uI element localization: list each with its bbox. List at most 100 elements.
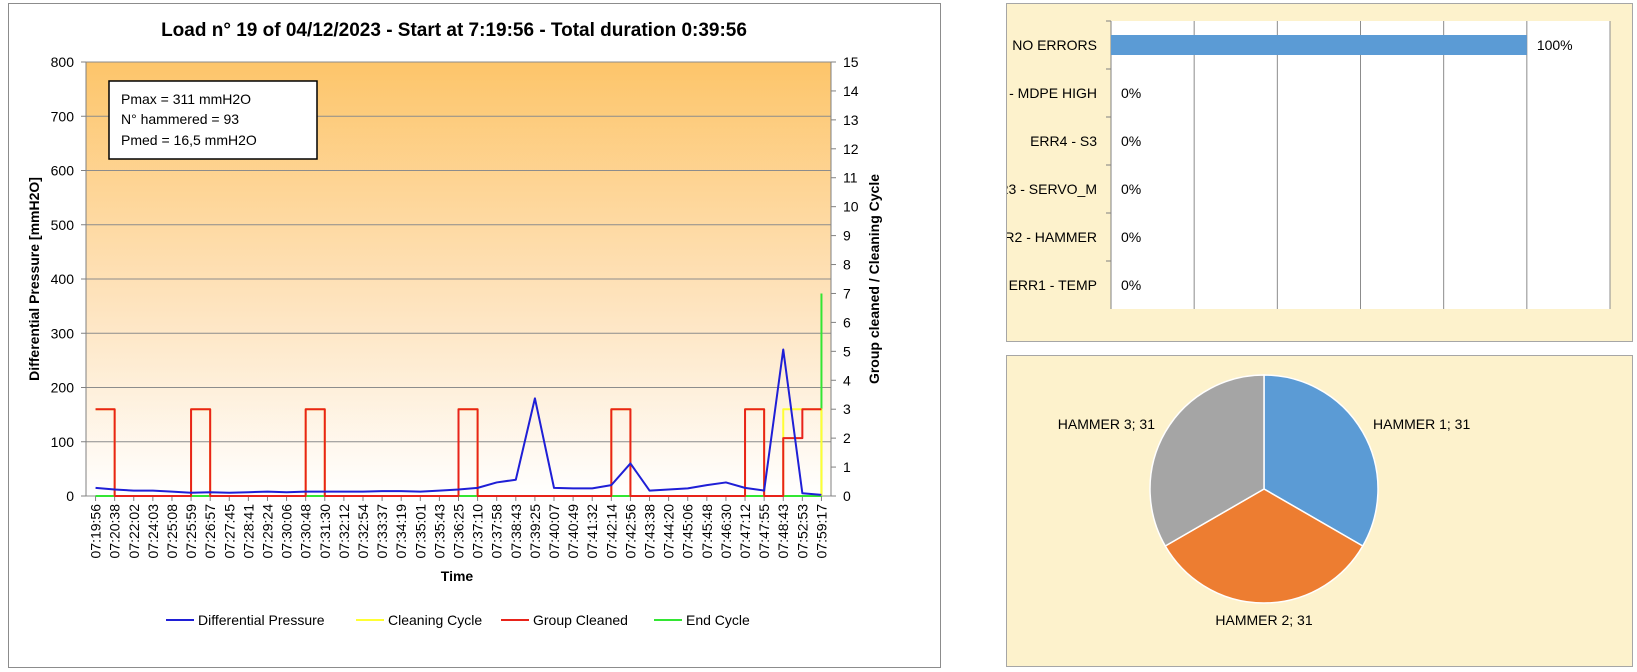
- x-tick-label: 07:43:38: [642, 504, 658, 559]
- errors-category-label: ERR4 - S3: [1030, 133, 1097, 149]
- x-tick-label: 07:25:59: [183, 504, 199, 559]
- x-tick-label: 07:42:56: [622, 504, 638, 559]
- y2-tick-label: 8: [843, 257, 851, 273]
- x-tick-label: 07:40:49: [565, 504, 581, 559]
- x-tick-label: 07:30:48: [298, 504, 314, 559]
- x-tick-label: 07:42:14: [603, 504, 619, 559]
- y-tick-label: 0: [66, 488, 74, 504]
- y2-tick-label: 0: [843, 488, 851, 504]
- pressure-chart: Load n° 19 of 04/12/2023 - Start at 7:19…: [26, 20, 882, 628]
- x-tick-label: 07:19:56: [88, 504, 104, 559]
- x-tick-label: 07:39:25: [527, 504, 543, 559]
- x-tick-label: 07:25:08: [164, 504, 180, 559]
- legend-label: End Cycle: [686, 612, 750, 628]
- errors-category-label: ERR 5 - MDPE HIGH: [1007, 85, 1097, 101]
- x-tick-label: 07:30:06: [279, 504, 295, 559]
- y2-tick-label: 15: [843, 54, 859, 70]
- y2-tick-label: 7: [843, 285, 851, 301]
- chart-title: Load n° 19 of 04/12/2023 - Start at 7:19…: [161, 20, 747, 41]
- y2-tick-label: 5: [843, 343, 851, 359]
- y-axis-label: Differential Pressure [mmH2O]: [26, 177, 42, 381]
- y2-tick-label: 1: [843, 459, 851, 475]
- x-axis: 07:19:56 07:20:38 07:22:02 07:24:03 07:25:08…: [88, 496, 829, 559]
- info-hammered: N° hammered = 93: [121, 111, 239, 127]
- pressure-chart-panel: Load n° 19 of 04/12/2023 - Start at 7:19…: [8, 3, 941, 668]
- y-tick-label: 100: [51, 434, 75, 450]
- x-tick-label: 07:20:38: [107, 504, 123, 559]
- x-tick-label: 07:36:25: [451, 504, 467, 559]
- legend-label: Group Cleaned: [533, 612, 628, 628]
- x-tick-label: 07:47:55: [756, 504, 772, 559]
- errors-value-label: 0%: [1121, 181, 1141, 197]
- x-tick-label: 07:32:12: [336, 504, 352, 559]
- y2-tick-label: 3: [843, 401, 851, 417]
- x-tick-label: 07:44:20: [661, 504, 677, 559]
- y2-tick-label: 4: [843, 372, 851, 388]
- x-tick-label: 07:35:43: [431, 504, 447, 559]
- series-line-differential-pressure: [95, 348, 822, 496]
- series-line-group-cleaned: [95, 408, 822, 497]
- errors-bar-chart: NO ERRORS 100% ERR 5 - MDPE HIGH 0% ERR4 - S…: [964, 20, 1611, 309]
- x-tick-label: 07:34:19: [393, 504, 409, 559]
- x-tick-label: 07:33:37: [374, 504, 390, 559]
- x-tick-label: 07:27:45: [221, 504, 237, 559]
- x-tick-label: 07:37:58: [489, 504, 505, 559]
- errors-category-label: ERR3 - SERVO_M: [1007, 181, 1097, 197]
- x-tick-label: 07:35:01: [412, 504, 428, 559]
- x-tick-label: 07:45:48: [699, 504, 715, 559]
- y2-tick-label: 6: [843, 314, 851, 330]
- y-tick-label: 400: [51, 271, 75, 287]
- legend-label: Differential Pressure: [198, 612, 325, 628]
- pie-label: HAMMER 1; 31: [1373, 416, 1470, 432]
- pie-label: HAMMER 2; 31: [1215, 612, 1312, 628]
- y-tick-label: 700: [51, 108, 75, 124]
- x-tick-label: 07:29:24: [259, 504, 275, 559]
- x-tick-label: 07:31:30: [317, 504, 333, 559]
- y2-tick-label: 11: [843, 170, 858, 186]
- x-tick-label: 07:46:30: [718, 504, 734, 559]
- errors-category-label: ERR1 - TEMP: [1009, 277, 1097, 293]
- x-tick-label: 07:40:07: [546, 504, 562, 559]
- x-tick-label: 07:45:06: [680, 504, 696, 559]
- pie-slice: [1164, 488, 1364, 604]
- x-axis-label: Time: [441, 568, 474, 584]
- series-group: [95, 293, 823, 497]
- y2-tick-label: 10: [843, 199, 859, 215]
- x-tick-label: 07:26:57: [202, 504, 218, 559]
- y-tick-label: 600: [51, 163, 75, 179]
- errors-value-label: 0%: [1121, 133, 1141, 149]
- x-tick-label: 07:38:43: [508, 504, 524, 559]
- y2-tick-label: 2: [843, 430, 851, 446]
- y-tick-label: 200: [51, 380, 75, 396]
- errors-chart-panel: NO ERRORS 100% ERR 5 - MDPE HIGH 0% ERR4 - S…: [964, 3, 1633, 342]
- hammer-pie-chart: HAMMER 1; 31 HAMMER 2; 31 HAMMER 3; 31: [1058, 374, 1470, 628]
- hammer-pie-panel: HAMMER 1; 31 HAMMER 2; 31 HAMMER 3; 31: [1006, 355, 1633, 667]
- x-tick-label: 07:32:54: [355, 504, 371, 559]
- info-pmed: Pmed = 16,5 mmH2O: [121, 132, 257, 148]
- x-tick-label: 07:24:03: [145, 504, 161, 559]
- x-tick-label: 07:41:32: [584, 504, 600, 559]
- x-tick-label: 07:59:17: [813, 504, 829, 559]
- left-axis: 0 100 200 300 400 500 600 700 800: [51, 54, 86, 504]
- errors-value-label: 100%: [1537, 37, 1573, 53]
- legend-label: Cleaning Cycle: [388, 612, 482, 628]
- y2-tick-label: 9: [843, 228, 851, 244]
- x-tick-label: 07:22:02: [126, 504, 142, 559]
- y-tick-label: 800: [51, 54, 75, 70]
- pie-slice: [1149, 374, 1265, 548]
- errors-category-label: ERR2 - HAMMER: [1007, 229, 1097, 245]
- info-box: Pmax = 311 mmH2O N° hammered = 93 Pmed =…: [108, 80, 318, 160]
- y2-axis-label: Group cleaned / Cleaning Cycle: [866, 174, 882, 384]
- y-tick-label: 300: [51, 325, 75, 341]
- x-tick-label: 07:48:43: [775, 504, 791, 559]
- legend: Differential Pressure Cleaning Cycle Group…: [166, 612, 750, 628]
- x-tick-label: 07:28:41: [240, 504, 256, 559]
- errors-value-label: 0%: [1121, 85, 1141, 101]
- x-tick-label: 07:37:10: [470, 504, 486, 559]
- errors-bar: [1111, 35, 1527, 55]
- y2-tick-label: 13: [843, 112, 859, 128]
- errors-value-label: 0%: [1121, 277, 1141, 293]
- y2-tick-label: 12: [843, 141, 859, 157]
- x-tick-label: 07:47:12: [737, 504, 753, 559]
